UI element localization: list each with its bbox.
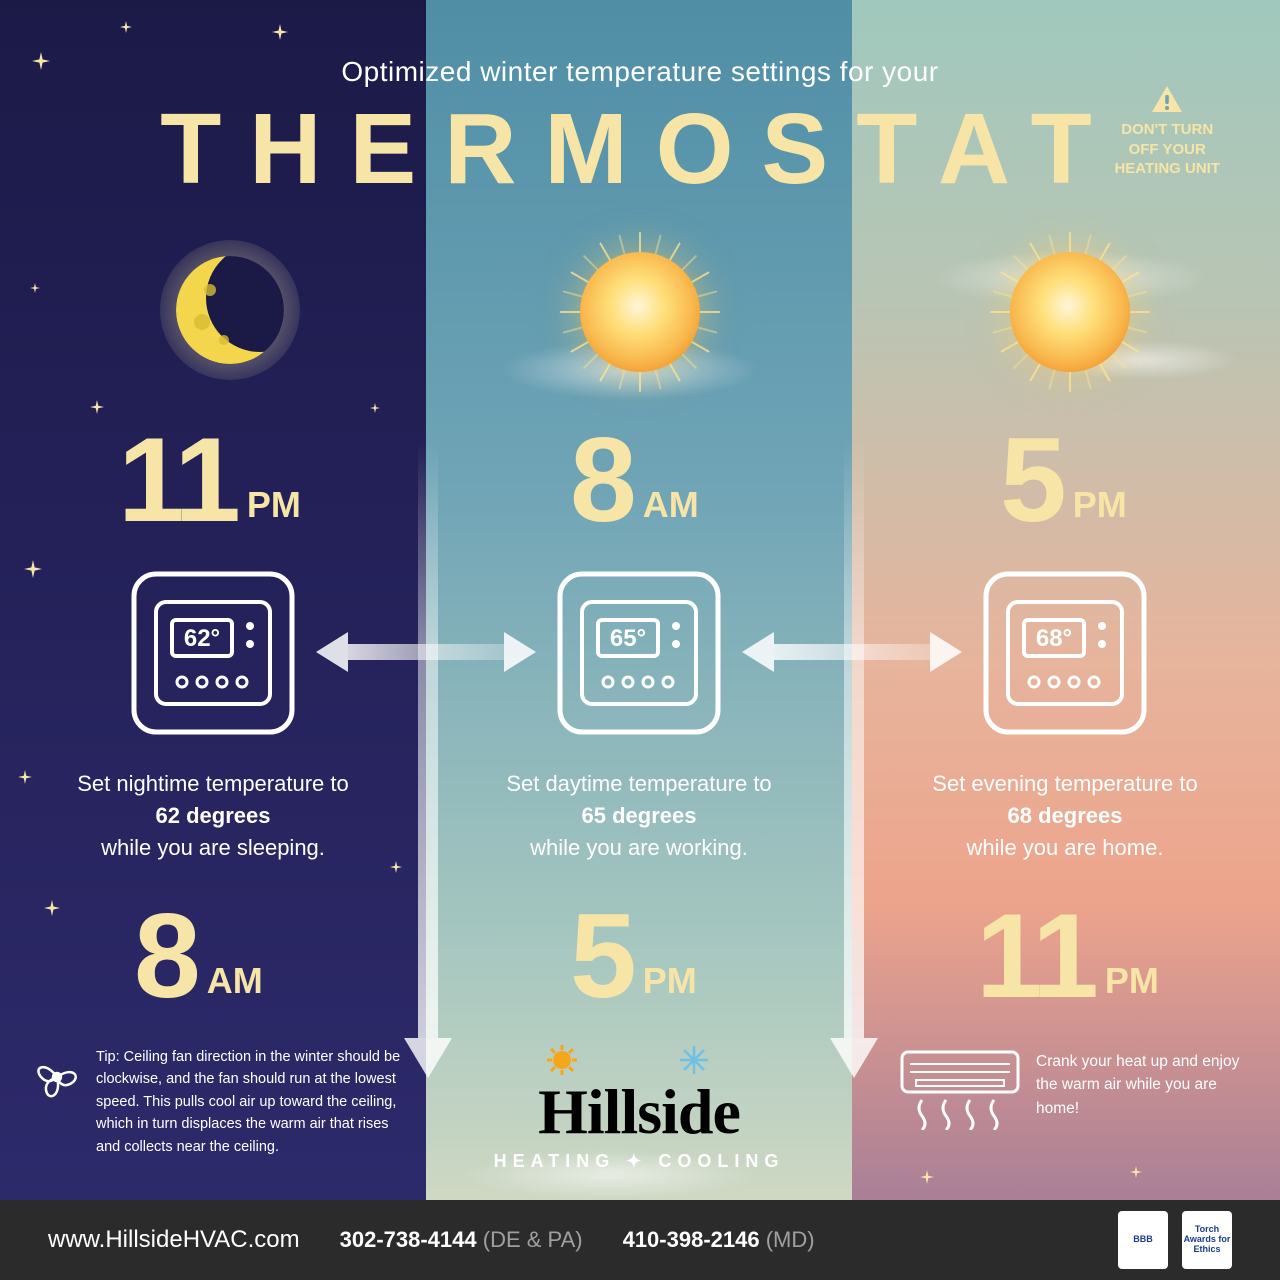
warning-icon: [1150, 84, 1184, 114]
evening-desc-pre: Set evening temperature to: [932, 771, 1197, 796]
footer-phone-1-area: (DE & PA): [483, 1227, 583, 1252]
thermostat-night-icon: 62°: [128, 568, 298, 738]
day-start-mer: AM: [643, 484, 699, 526]
thermostat-evening-temp: 68°: [1036, 625, 1072, 652]
warning-line-1: DON'T TURN: [1114, 120, 1220, 140]
evening-end-num: 11: [976, 896, 1095, 1016]
footer-phone-2: 410-398-2146 (MD): [623, 1227, 815, 1253]
thermostat-day-temp: 65°: [610, 625, 646, 652]
evening-start-num: 5: [1000, 420, 1063, 540]
night-end-mer: AM: [207, 960, 263, 1002]
sun-evening-icon: [990, 232, 1150, 392]
night-desc-pre: Set nightime temperature to: [77, 771, 348, 796]
night-desc-bold: 62 degrees: [156, 803, 271, 828]
footer-phone-2-num: 410-398-2146: [623, 1227, 760, 1252]
arrow-night-day-icon: [314, 624, 538, 680]
evening-end-time: 11 PM: [976, 896, 1159, 1016]
logo-tagline: HEATING ✦ COOLING: [484, 1151, 794, 1172]
header-subtitle: Optimized winter temperature settings fo…: [0, 56, 1280, 88]
infographic-canvas: Optimized winter temperature settings fo…: [0, 0, 1280, 1280]
thermostat-day-icon: 65°: [554, 568, 724, 738]
day-desc-post: while you are working.: [530, 835, 748, 860]
day-start-time: 8 AM: [570, 420, 699, 540]
night-description: Set nightime temperature to 62 degrees w…: [33, 768, 393, 864]
night-start-num: 11: [118, 420, 237, 540]
header-title: THERMOSTAT: [0, 92, 1280, 207]
moon-icon: [160, 240, 300, 385]
arrow-down-night-icon: [400, 440, 456, 1080]
thermostat-evening-icon: 68°: [980, 568, 1150, 738]
header: Optimized winter temperature settings fo…: [0, 56, 1280, 207]
footer-phone-2-area: (MD): [766, 1227, 815, 1252]
footer-url: www.HillsideHVAC.com: [48, 1226, 300, 1254]
ceiling-fan-icon: [30, 1050, 84, 1104]
torch-badge-icon: Torch Awards for Ethics: [1182, 1211, 1232, 1269]
day-desc-bold: 65 degrees: [582, 803, 697, 828]
bbb-badge-icon: BBB: [1118, 1211, 1168, 1269]
heater-tip-text: Crank your heat up and enjoy the warm ai…: [1036, 1050, 1246, 1120]
warning-line-2: OFF YOUR: [1114, 140, 1220, 160]
logo-name: Hillside: [484, 1075, 794, 1149]
night-start-mer: PM: [247, 484, 301, 526]
evening-start-mer: PM: [1073, 484, 1127, 526]
arrow-day-evening-icon: [740, 624, 964, 680]
warning-line-3: HEATING UNIT: [1114, 159, 1220, 179]
day-description: Set daytime temperature to 65 degrees wh…: [459, 768, 819, 864]
fan-tip-text: Tip: Ceiling fan direction in the winter…: [96, 1046, 406, 1158]
day-end-mer: PM: [643, 960, 697, 1002]
arrow-down-day-icon: [826, 440, 882, 1080]
night-start-time: 11 PM: [118, 420, 301, 540]
evening-desc-bold: 68 degrees: [1008, 803, 1123, 828]
heater-unit-icon: [900, 1050, 1020, 1130]
night-end-time: 8 AM: [134, 896, 263, 1016]
evening-start-time: 5 PM: [1000, 420, 1127, 540]
day-start-num: 8: [570, 420, 633, 540]
night-end-num: 8: [134, 896, 197, 1016]
logo-sun-snow-icon: [484, 1042, 794, 1078]
day-end-time: 5 PM: [570, 896, 697, 1016]
brand-logo: Hillside HEATING ✦ COOLING: [484, 1042, 794, 1172]
night-desc-post: while you are sleeping.: [101, 835, 325, 860]
thermostat-night-temp: 62°: [184, 625, 220, 652]
footer-phone-1-num: 302-738-4144: [340, 1227, 477, 1252]
evening-end-mer: PM: [1105, 960, 1159, 1002]
day-end-num: 5: [570, 896, 633, 1016]
evening-desc-post: while you are home.: [967, 835, 1164, 860]
sun-day-icon: [560, 232, 720, 392]
footer-phone-1: 302-738-4144 (DE & PA): [340, 1227, 583, 1253]
footer: www.HillsideHVAC.com 302-738-4144 (DE & …: [0, 1200, 1280, 1280]
evening-description: Set evening temperature to 68 degrees wh…: [885, 768, 1245, 864]
footer-badges: BBB Torch Awards for Ethics: [1118, 1211, 1232, 1269]
day-desc-pre: Set daytime temperature to: [506, 771, 771, 796]
warning-block: DON'T TURN OFF YOUR HEATING UNIT: [1114, 84, 1220, 179]
